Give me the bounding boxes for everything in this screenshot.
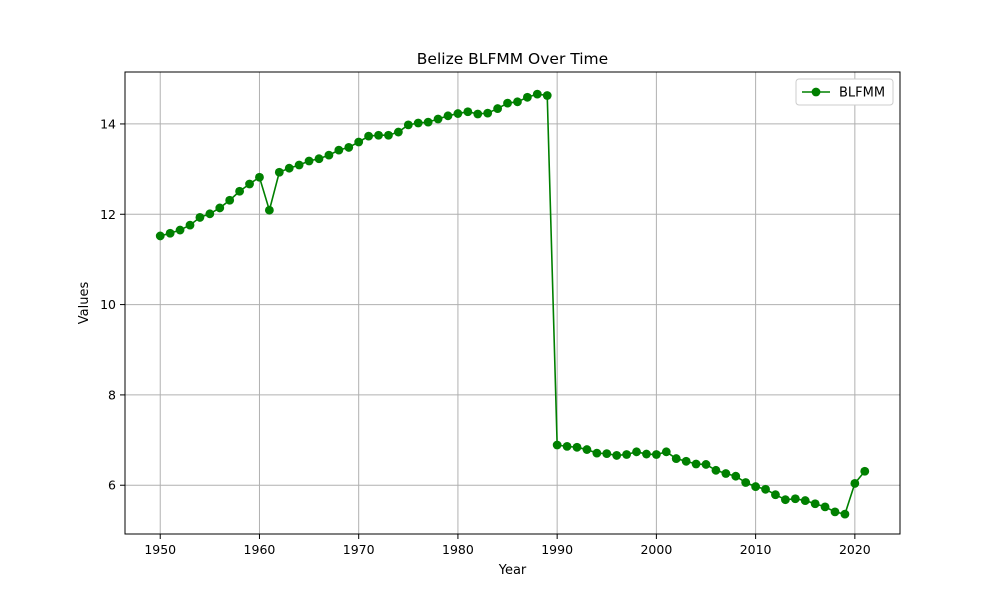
- data-point: [384, 130, 393, 140]
- data-point: [741, 478, 751, 487]
- data-point: [661, 447, 671, 457]
- data-point: [622, 450, 632, 459]
- x-tick-label: 1960: [244, 542, 276, 557]
- data-point: [155, 231, 165, 241]
- x-tick-label: 2020: [839, 542, 871, 557]
- data-point: [364, 131, 374, 141]
- data-point: [780, 495, 790, 505]
- data-point: [235, 186, 245, 196]
- data-point: [642, 449, 651, 459]
- data-point: [344, 143, 354, 152]
- data-point: [245, 179, 254, 189]
- grid-lines: [125, 72, 900, 534]
- data-point: [443, 111, 453, 121]
- data-point: [503, 98, 512, 108]
- data-point: [413, 118, 423, 128]
- chart-title: Belize BLFMM Over Time: [417, 50, 608, 68]
- data-point: [522, 92, 532, 102]
- data-point: [483, 108, 493, 118]
- x-tick-label: 2000: [640, 542, 672, 557]
- data-point: [513, 97, 522, 107]
- data-point: [751, 482, 761, 491]
- x-axis: 1950 1960 1970 1980 1990 2000 2010 2020: [144, 534, 871, 557]
- x-tick-label: 2010: [740, 542, 772, 557]
- data-point: [671, 454, 681, 463]
- x-axis-label: Year: [498, 563, 527, 578]
- data-point: [215, 203, 225, 213]
- data-point: [830, 507, 840, 517]
- data-point: [651, 450, 661, 459]
- data-point: [691, 459, 701, 469]
- data-point: [711, 465, 721, 475]
- data-point: [632, 447, 641, 457]
- data-point: [681, 456, 691, 466]
- series-layer: [155, 89, 870, 519]
- y-tick-label: 12: [100, 207, 116, 222]
- data-point: [354, 137, 364, 147]
- data-point: [840, 509, 850, 519]
- data-point: [393, 127, 403, 137]
- data-point: [731, 471, 741, 481]
- data-point: [860, 466, 870, 476]
- data-point: [453, 109, 463, 118]
- data-point: [334, 145, 344, 155]
- x-tick-label: 1950: [144, 542, 176, 557]
- data-point: [324, 150, 334, 160]
- data-point: [761, 484, 770, 494]
- data-point: [820, 502, 830, 512]
- y-tick-label: 10: [100, 297, 116, 312]
- data-point: [314, 154, 324, 164]
- data-point: [423, 117, 433, 127]
- y-tick-label: 8: [108, 387, 116, 402]
- data-point: [473, 109, 483, 119]
- data-point: [602, 449, 612, 459]
- data-point: [790, 494, 800, 504]
- data-point: [771, 490, 780, 500]
- y-axis-label: Values: [77, 282, 92, 325]
- legend-marker-swatch: [811, 87, 821, 97]
- data-point: [463, 107, 473, 117]
- data-point: [264, 205, 274, 215]
- data-point: [185, 220, 195, 230]
- plot-frame: [124, 71, 901, 535]
- y-tick-label: 14: [100, 116, 116, 131]
- data-point: [562, 441, 572, 451]
- data-point: [850, 479, 860, 488]
- legend-entry-label: BLFMM: [839, 86, 885, 101]
- legend-box: [795, 78, 894, 106]
- data-point: [433, 114, 443, 124]
- data-point: [582, 445, 592, 454]
- data-point: [165, 228, 175, 238]
- y-tick-label: 6: [108, 478, 116, 493]
- data-point: [403, 120, 413, 130]
- data-point: [721, 469, 731, 478]
- data-point: [284, 163, 294, 173]
- data-point: [542, 91, 552, 100]
- x-tick-label: 1990: [541, 542, 573, 557]
- x-tick-label: 1980: [442, 542, 474, 557]
- data-point: [205, 209, 215, 219]
- data-point: [195, 213, 205, 222]
- y-axis: 6 8 10 12 14: [100, 116, 125, 493]
- data-point: [800, 496, 810, 505]
- data-point: [274, 167, 284, 177]
- data-point: [612, 451, 622, 460]
- data-point: [175, 225, 185, 235]
- data-point: [255, 172, 264, 182]
- data-point: [374, 130, 383, 140]
- data-point: [532, 89, 542, 99]
- data-point: [493, 104, 503, 113]
- data-point: [592, 448, 602, 458]
- data-point: [225, 195, 235, 205]
- x-tick-label: 1970: [343, 542, 375, 557]
- data-point: [810, 499, 820, 509]
- legend: BLFMM: [795, 78, 894, 106]
- data-point: [572, 442, 582, 452]
- data-point: [304, 156, 314, 166]
- data-point: [294, 160, 304, 170]
- data-point: [552, 440, 562, 450]
- data-point: [701, 460, 711, 469]
